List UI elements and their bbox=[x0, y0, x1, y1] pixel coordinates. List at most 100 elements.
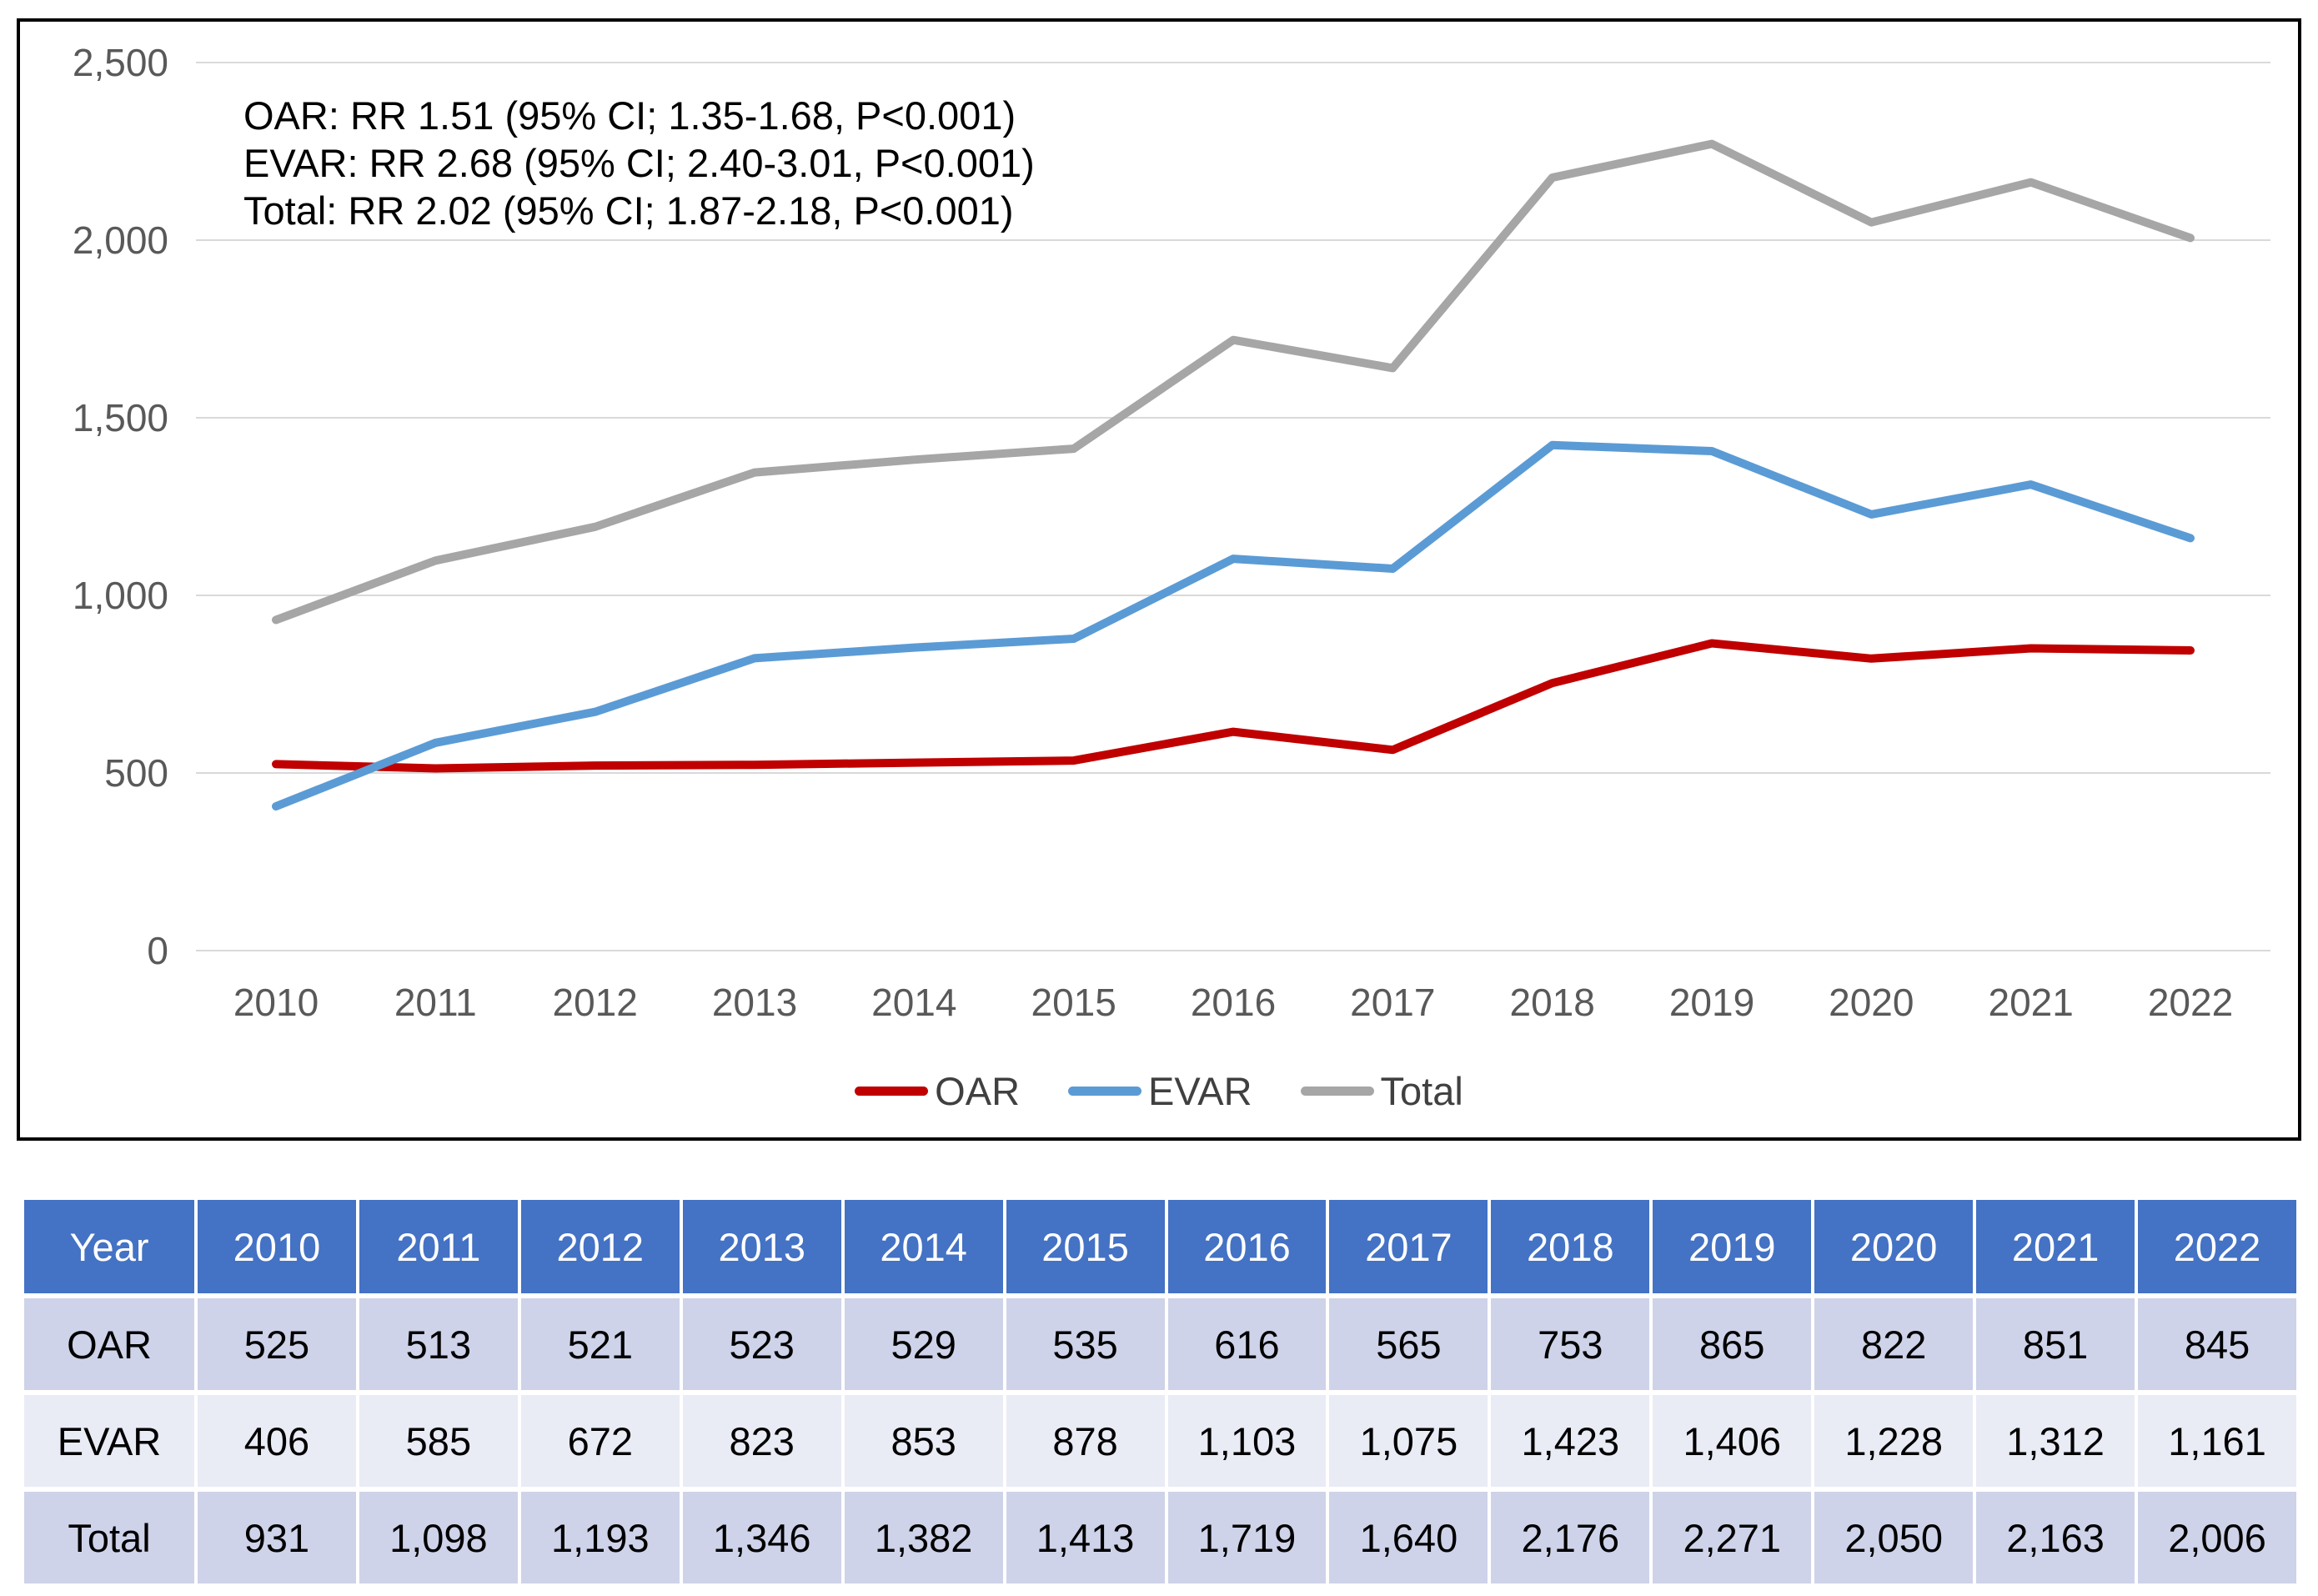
table-cell: 523 bbox=[729, 1322, 795, 1367]
table-cell: 525 bbox=[243, 1322, 310, 1367]
table-cell: 513 bbox=[405, 1322, 472, 1367]
table-cell: 851 bbox=[2022, 1322, 2089, 1367]
y-axis-tick-label: 0 bbox=[147, 929, 168, 972]
data-table-body: OAR 525 513 521 523 529 535 616 565 753 865 822 851 8… bbox=[24, 1298, 2296, 1583]
legend-swatch-total-icon bbox=[1300, 1087, 1374, 1096]
table-cell: 931 bbox=[243, 1515, 310, 1560]
data-table: Year 2010 2011 2012 2013 2014 2015 2016 2017 2018… bbox=[21, 1195, 2300, 1588]
x-axis-tick-label: 2020 bbox=[1829, 981, 1914, 1024]
table-cell: 1,075 bbox=[1359, 1418, 1458, 1463]
table-cell: 822 bbox=[1860, 1322, 1927, 1367]
row-label: EVAR bbox=[57, 1418, 162, 1463]
x-axis-tick-label: 2010 bbox=[233, 981, 319, 1024]
table-cell: 585 bbox=[405, 1418, 472, 1463]
table-header-2017: 2017 bbox=[1329, 1200, 1488, 1293]
table-cell: 853 bbox=[891, 1418, 956, 1463]
table-cell: 565 bbox=[1376, 1322, 1442, 1367]
table-cell: 1,382 bbox=[874, 1515, 973, 1560]
table-header-row: Year 2010 2011 2012 2013 2014 2015 2016 2017 2018… bbox=[24, 1200, 2296, 1293]
table-cell: 1,413 bbox=[1036, 1515, 1135, 1560]
x-axis-tick-label: 2018 bbox=[1510, 981, 1595, 1024]
table-header-2011: 2011 bbox=[359, 1200, 518, 1293]
table-header-2019: 2019 bbox=[1653, 1200, 1812, 1293]
table-cell: 2,271 bbox=[1683, 1515, 1782, 1560]
y-axis-tick-label: 500 bbox=[104, 751, 168, 795]
legend-item-evar: EVAR bbox=[1068, 1068, 1252, 1114]
table-header-2021: 2021 bbox=[1976, 1200, 2135, 1293]
rr-annotation-evar: EVAR: RR 2.68 (95% CI; 2.40-3.01, P<0.00… bbox=[243, 141, 1035, 185]
table-cell: 1,193 bbox=[550, 1515, 650, 1560]
table-cell: 1,719 bbox=[1197, 1515, 1297, 1560]
table-cell: 823 bbox=[729, 1418, 795, 1463]
legend-item-oar: OAR bbox=[855, 1068, 1020, 1114]
data-table-header: Year 2010 2011 2012 2013 2014 2015 2016 2017 2018… bbox=[24, 1200, 2296, 1293]
rr-annotation-oar: OAR: RR 1.51 (95% CI; 1.35-1.68, P<0.001… bbox=[243, 93, 1016, 138]
table-header-2010: 2010 bbox=[198, 1200, 356, 1293]
legend-label-oar: OAR bbox=[935, 1069, 1021, 1113]
table-cell: 529 bbox=[891, 1322, 956, 1367]
x-axis-tick-label: 2013 bbox=[712, 981, 797, 1024]
x-axis-tick-label: 2014 bbox=[871, 981, 956, 1024]
row-label: OAR bbox=[67, 1322, 152, 1367]
legend-swatch-oar-icon bbox=[855, 1087, 929, 1096]
table-header-2013: 2013 bbox=[682, 1200, 841, 1293]
table-cell: 1,640 bbox=[1359, 1515, 1458, 1560]
x-axis-tick-label: 2021 bbox=[1989, 981, 2074, 1024]
table-cell: 2,163 bbox=[2006, 1515, 2105, 1560]
table-cell: 535 bbox=[1052, 1322, 1118, 1367]
x-axis-tick-label: 2012 bbox=[553, 981, 638, 1024]
table-cell: 1,312 bbox=[2006, 1418, 2105, 1463]
table-cell: 1,228 bbox=[1844, 1418, 1943, 1463]
table-cell: 1,161 bbox=[2168, 1418, 2266, 1463]
table-header-2018: 2018 bbox=[1491, 1200, 1650, 1293]
table-header-year: Year bbox=[24, 1200, 194, 1293]
table-cell: 2,176 bbox=[1521, 1515, 1620, 1560]
x-axis-tick-label: 2015 bbox=[1031, 981, 1116, 1024]
table-cell: 753 bbox=[1538, 1322, 1603, 1367]
table-cell: 878 bbox=[1052, 1418, 1118, 1463]
table-header-2015: 2015 bbox=[1006, 1200, 1165, 1293]
table-cell: 616 bbox=[1214, 1322, 1280, 1367]
legend-item-total: Total bbox=[1300, 1068, 1463, 1114]
chart-legend: OAR EVAR Total bbox=[20, 1068, 2298, 1114]
table-header-2022: 2022 bbox=[2138, 1200, 2296, 1293]
x-axis-tick-label: 2017 bbox=[1350, 981, 1435, 1024]
line-chart: 0 500 1,000 1,500 2,000 2,500 2010 2011 2012 2013… bbox=[73, 41, 2270, 1024]
table-cell: 865 bbox=[1699, 1322, 1765, 1367]
table-row-evar: EVAR 406 585 672 823 853 878 1,103 1,075 1,423 1,4… bbox=[24, 1395, 2296, 1487]
table-cell: 672 bbox=[567, 1418, 634, 1463]
table-cell: 521 bbox=[567, 1322, 634, 1367]
x-axis-tick-label: 2022 bbox=[2148, 981, 2233, 1024]
table-header-2014: 2014 bbox=[844, 1200, 1003, 1293]
y-axis-tick-label: 2,500 bbox=[73, 41, 168, 84]
x-axis-tick-label: 2019 bbox=[1669, 981, 1754, 1024]
table-cell: 406 bbox=[243, 1418, 310, 1463]
table-cell: 845 bbox=[2184, 1322, 2250, 1367]
y-axis-tick-label: 2,000 bbox=[73, 218, 168, 262]
table-cell: 1,406 bbox=[1683, 1418, 1782, 1463]
table-cell: 1,423 bbox=[1521, 1418, 1620, 1463]
series-line-total bbox=[272, 139, 2195, 625]
y-axis-tick-label: 1,500 bbox=[73, 396, 168, 439]
table-row-oar: OAR 525 513 521 523 529 535 616 565 753 865 822 851 8… bbox=[24, 1298, 2296, 1390]
x-axis-tick-label: 2011 bbox=[394, 981, 477, 1024]
table-cell: 2,006 bbox=[2168, 1515, 2266, 1560]
table-header-2020: 2020 bbox=[1814, 1200, 1974, 1293]
y-axis-tick-label: 1,000 bbox=[73, 574, 168, 617]
table-header-2012: 2012 bbox=[520, 1200, 680, 1293]
rr-annotation-total: Total: RR 2.02 (95% CI; 1.87-2.18, P<0.0… bbox=[243, 188, 1014, 233]
table-cell: 1,103 bbox=[1197, 1418, 1297, 1463]
table-cell: 1,346 bbox=[712, 1515, 811, 1560]
series-line-oar bbox=[272, 639, 2195, 773]
table-cell: 1,098 bbox=[389, 1515, 488, 1560]
chart-panel: 0 500 1,000 1,500 2,000 2,500 2010 2011 2012 2013… bbox=[17, 18, 2301, 1141]
table-header-2016: 2016 bbox=[1167, 1200, 1327, 1293]
rr-annotations: OAR: RR 1.51 (95% CI; 1.35-1.68, P<0.001… bbox=[243, 92, 1035, 234]
series-line-evar bbox=[272, 440, 2195, 811]
x-axis-tick-label: 2016 bbox=[1191, 981, 1276, 1024]
legend-swatch-evar-icon bbox=[1068, 1087, 1142, 1096]
legend-label-evar: EVAR bbox=[1148, 1069, 1252, 1113]
table-cell: 2,050 bbox=[1844, 1515, 1943, 1560]
row-label: Total bbox=[68, 1515, 151, 1560]
